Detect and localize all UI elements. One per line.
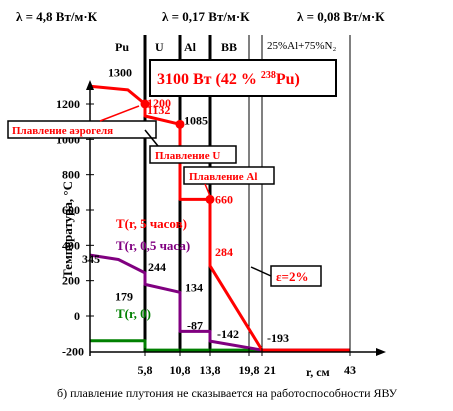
data-label: 660 xyxy=(215,192,233,206)
power-box xyxy=(149,59,337,97)
data-label: 134 xyxy=(185,280,203,294)
callout-al: Плавление Al xyxy=(183,166,275,197)
y-tick-label: 0 xyxy=(74,309,80,323)
melt-point-marker xyxy=(205,194,215,204)
conductivity-al: λ = 0,08 Вт/м·К xyxy=(297,9,385,24)
region-pu: Pu xyxy=(115,40,129,54)
svg-text:Плавление U: Плавление U xyxy=(155,150,220,162)
x-axis-arrow xyxy=(376,348,386,356)
data-label: -200 xyxy=(62,344,84,358)
data-label: 244 xyxy=(148,260,166,274)
svg-text:Плавление аэрогеля: Плавление аэрогеля xyxy=(12,125,113,137)
data-label: 179 xyxy=(115,289,133,303)
callout-aerogel: Плавление аэрогеля xyxy=(7,105,157,139)
x-axis-label: r, см xyxy=(306,365,330,379)
series-line-2 xyxy=(90,339,350,352)
data-label: -193 xyxy=(267,331,289,345)
chart-title: 3100 Вт (42 % 238Pu) xyxy=(157,70,300,88)
svg-text:ε=2%: ε=2% xyxy=(276,269,308,284)
series-line-1 xyxy=(89,253,350,352)
region-bb: BB xyxy=(221,40,237,54)
callout-u: Плавление U xyxy=(144,129,237,164)
legend-series-0: T(r, 5 часов) xyxy=(116,216,187,231)
x-tick-label: 10,8 xyxy=(170,363,191,377)
region-filler: 25%Al+75%N₂ xyxy=(267,40,336,52)
x-tick-label: 13,8 xyxy=(200,363,221,377)
x-tick-label: 43 xyxy=(344,363,356,377)
y-axis-arrow xyxy=(86,80,94,90)
conductivity-pu: λ = 4,8 Вт/м·К xyxy=(16,9,98,24)
y-tick-label: 600 xyxy=(62,203,80,217)
legend-series-1: T(r, 0,5 часа) xyxy=(116,238,190,253)
data-label: 1300 xyxy=(108,65,132,79)
data-label: 1132 xyxy=(147,103,170,117)
svg-text:Плавление Al: Плавление Al xyxy=(189,171,257,183)
y-tick-label: 800 xyxy=(62,168,80,182)
x-tick-label: 21 xyxy=(264,363,276,377)
y-tick-label: 200 xyxy=(62,274,80,288)
callout-epsilon: ε=2% xyxy=(250,265,322,287)
data-label: 284 xyxy=(215,245,233,259)
figure-caption: б) плавление плутония не сказывается на … xyxy=(57,386,398,400)
melt-point-marker xyxy=(175,119,185,129)
data-label: -87 xyxy=(187,318,203,332)
data-label: 1085 xyxy=(184,113,208,127)
data-label: 345 xyxy=(82,252,100,266)
region-u: U xyxy=(155,40,164,54)
y-tick-label: 1200 xyxy=(56,97,80,111)
y-axis-label: Температура, °С xyxy=(60,181,75,278)
conductivity-u: λ = 0,17 Вт/м·К xyxy=(162,9,250,24)
data-label: -142 xyxy=(217,327,239,341)
region-al: Al xyxy=(184,40,197,54)
y-tick-label: 400 xyxy=(62,238,80,252)
x-tick-label: 5,8 xyxy=(138,363,153,377)
legend-series-2: T(r, 0) xyxy=(116,306,151,321)
melt-point-marker xyxy=(140,99,150,109)
x-tick-label: 19,8 xyxy=(239,363,260,377)
data-label: 1200 xyxy=(147,96,171,110)
